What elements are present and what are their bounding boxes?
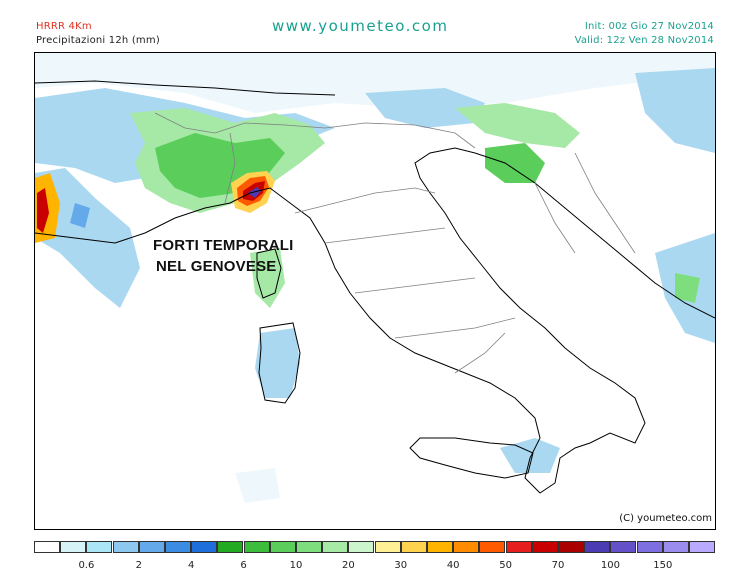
storm-annotation-line2: NEL GENOVESE xyxy=(156,258,277,275)
legend-tick-label: 40 xyxy=(446,560,460,571)
legend-swatch xyxy=(34,541,60,553)
legend-swatch xyxy=(217,541,244,553)
site-name[interactable]: www.youmeteo.com xyxy=(272,17,449,35)
legend-swatch xyxy=(191,541,218,553)
init-time: Init: 00z Gio 27 Nov2014 xyxy=(584,21,714,32)
legend-tick-label: 50 xyxy=(499,560,512,571)
map-subtitle: Precipitazioni 12h (mm) xyxy=(36,35,160,46)
legend-swatch xyxy=(610,541,637,553)
legend-swatch xyxy=(243,541,270,553)
legend-tick-label: 70 xyxy=(551,560,565,571)
map-graphic xyxy=(35,53,715,503)
legend-swatch xyxy=(374,541,401,553)
legend-tick-label: 4 xyxy=(188,560,195,571)
legend-swatch xyxy=(584,541,611,553)
legend-tick-label: 30 xyxy=(394,560,408,571)
legend-swatch xyxy=(531,541,558,553)
coastlines xyxy=(35,80,715,494)
legend-swatch xyxy=(662,541,689,553)
borders xyxy=(154,112,636,374)
legend-tick-label: 2 xyxy=(135,560,142,571)
legend-swatch xyxy=(400,541,427,553)
legend-swatch xyxy=(689,541,715,553)
legend-tick-label: 20 xyxy=(342,560,355,571)
legend-swatch xyxy=(427,541,453,553)
valid-time: Valid: 12z Ven 28 Nov2014 xyxy=(574,35,714,46)
legend-swatch xyxy=(138,541,165,553)
legend-tick-label: 10 xyxy=(289,560,303,571)
precipitation-fields xyxy=(35,53,715,503)
legend-swatch xyxy=(269,541,296,553)
precipitation-map xyxy=(34,52,716,530)
legend-swatch xyxy=(322,541,349,553)
legend-swatch xyxy=(348,541,375,553)
legend-swatch xyxy=(60,541,87,553)
legend-swatch xyxy=(636,541,663,553)
model-label: HRRR 4Km xyxy=(36,21,92,32)
legend-swatch xyxy=(558,541,584,553)
legend-swatch xyxy=(505,541,532,553)
legend-tick-label: 6 xyxy=(240,560,247,571)
legend-swatch xyxy=(112,541,139,553)
legend-swatch xyxy=(165,541,191,553)
legend-swatch xyxy=(453,541,480,553)
copyright-notice: (C) youmeteo.com xyxy=(619,513,712,524)
legend-tick-label: 150 xyxy=(653,560,673,571)
legend-swatch xyxy=(479,541,506,553)
storm-annotation-line1: FORTI TEMPORALI xyxy=(153,237,294,254)
legend-swatch xyxy=(86,541,113,553)
legend-tick-label: 100 xyxy=(600,560,620,571)
legend-swatch xyxy=(296,541,322,553)
legend-tick-label: 0.6 xyxy=(78,560,95,571)
